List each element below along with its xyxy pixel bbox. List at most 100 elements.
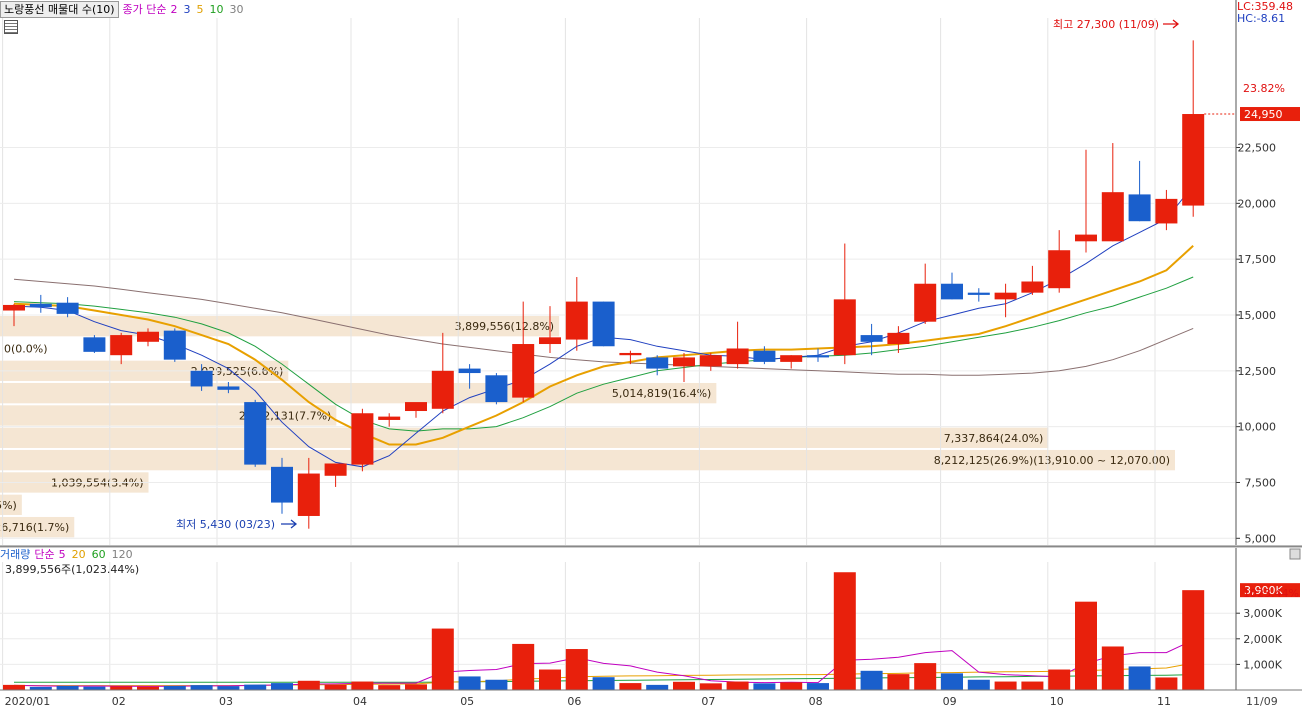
volume-ma-period-20[interactable]: 20	[71, 547, 86, 561]
candle-body-33	[887, 332, 910, 345]
volume-bar-9	[244, 684, 267, 690]
ma10-line	[13, 245, 1194, 446]
volume-bar-24	[646, 684, 669, 690]
volume-bar-34	[914, 663, 937, 690]
volume-bar-3	[83, 686, 106, 690]
volume-bar-41	[1101, 646, 1124, 690]
candle-body-13	[351, 413, 374, 465]
y-tick-22500: 22,500	[1238, 142, 1277, 155]
volume-ma-period-5[interactable]: 5	[58, 547, 66, 561]
volume-last-line: 3,899,556주(1,023.44%)	[5, 563, 139, 576]
volume-bar-27	[726, 681, 749, 690]
x-tick-4: 02	[112, 695, 126, 708]
volume-bar-33	[887, 674, 910, 690]
volume-pct: 1023.44%	[1243, 587, 1299, 600]
menu-icon[interactable]	[4, 20, 18, 34]
volume-chart-header: 거래량 단순 5 20 60 120	[0, 547, 133, 562]
low-arrow-icon	[281, 519, 298, 529]
candle-body-31	[833, 299, 856, 356]
ma-period-10[interactable]: 10	[209, 2, 224, 16]
candle-body-3	[83, 337, 106, 352]
profile-label-9: 3,899,556(12.8%)	[455, 320, 555, 333]
candle-body-25	[673, 357, 695, 367]
current-volume-text: 3,900K	[1244, 584, 1283, 597]
volume-bar-14	[378, 685, 401, 690]
y-tick-5000: 5,000	[1245, 532, 1277, 545]
candle-body-18	[485, 375, 508, 403]
ma-label: 종가 단순	[122, 3, 167, 16]
y-tick-17500: 17,500	[1238, 253, 1277, 266]
candle-body-2	[56, 302, 79, 314]
volume-bar-18	[485, 679, 508, 690]
profile-band-9	[0, 315, 560, 337]
current-pct: 23.82%	[1243, 82, 1285, 95]
profile-band-0	[0, 516, 75, 538]
x-tick-26: 07	[701, 695, 715, 708]
candle-body-41	[1101, 192, 1124, 242]
price-chart-header: 노랑풍선 매물대 수(10) 종가 단순 2 3 5 10 30	[0, 0, 244, 18]
vol-tick-2000: 2,000K	[1243, 633, 1282, 646]
x-tick-43: 11	[1157, 695, 1171, 708]
candle-body-43	[1155, 198, 1178, 224]
candle-body-15	[405, 402, 427, 412]
volume-bar-37	[994, 681, 1017, 690]
x-tick-35: 09	[943, 695, 957, 708]
volume-bar-31	[833, 572, 856, 690]
candles	[3, 40, 1205, 529]
candle-body-10	[271, 466, 293, 503]
volume-bar-10	[271, 683, 293, 690]
candle-body-22	[592, 301, 615, 347]
volume-bar-16	[431, 628, 454, 690]
candle-body-4	[110, 335, 133, 356]
x-tick-17: 05	[460, 695, 474, 708]
high-marker: 최고 27,300 (11/09)	[1053, 18, 1159, 31]
volume-bar-25	[673, 681, 695, 690]
volume-bar-43	[1155, 677, 1178, 690]
candle-body-38	[1021, 281, 1044, 293]
ma-period-2[interactable]: 2	[170, 2, 178, 16]
candle-body-23	[619, 352, 642, 356]
candle-body-8	[217, 386, 240, 390]
candle-body-35	[941, 283, 963, 300]
volume-profile: 526,716(1.7%)145,509(0.5%)1,039,554(3.4%…	[0, 315, 1175, 538]
indicator-tab[interactable]: 노랑풍선 매물대 수(10)	[0, 0, 119, 18]
volume-ma-period-60[interactable]: 60	[91, 547, 106, 561]
volume-bar-22	[592, 677, 615, 690]
volume-bar-17	[458, 676, 481, 690]
annotations: LC:359.48 HC:-8.61 최고 27,300 (11/09) 최저 …	[5, 0, 1299, 708]
volume-bar-13	[351, 681, 374, 690]
candle-body-20	[539, 337, 561, 345]
candle-body-0	[3, 304, 25, 311]
volume-bar-12	[324, 684, 347, 690]
x-tick-39: 10	[1050, 695, 1064, 708]
x-tick-30: 08	[809, 695, 823, 708]
volume-bar-2	[56, 685, 79, 690]
candle-body-12	[324, 463, 347, 476]
volume-ma-period-120[interactable]: 120	[111, 547, 133, 561]
x-tick-13: 04	[353, 695, 367, 708]
candle-body-36	[967, 292, 990, 295]
profile-label-4: 7,337,864(24.0%)	[944, 432, 1044, 445]
volume-bar-38	[1021, 681, 1044, 690]
y-tick-15000: 15,000	[1238, 309, 1277, 322]
candle-body-11	[297, 473, 320, 516]
ma-period-5[interactable]: 5	[196, 2, 204, 16]
ma-period-3[interactable]: 3	[183, 2, 191, 16]
ma-period-30[interactable]: 30	[229, 2, 244, 16]
candle-body-7	[190, 370, 213, 387]
volume-bar-40	[1075, 601, 1097, 690]
candle-body-16	[431, 370, 454, 409]
profile-band-3	[0, 449, 1175, 471]
vol-tick-3000: 3,000K	[1243, 607, 1282, 620]
profile-label-0: 526,716(1.7%)	[0, 521, 69, 534]
volume-bar-32	[860, 670, 883, 690]
candle-body-1	[29, 303, 52, 308]
last-date-label: 11/09	[1246, 695, 1278, 708]
lc-label: LC:359.48	[1237, 0, 1293, 13]
profile-label-3: 8,212,125(26.9%)(13,910.00 ~ 12,070.00)	[934, 454, 1170, 467]
candle-body-17	[458, 368, 481, 374]
candle-body-29	[780, 355, 803, 362]
current-price-text: 24,950	[1244, 108, 1283, 121]
